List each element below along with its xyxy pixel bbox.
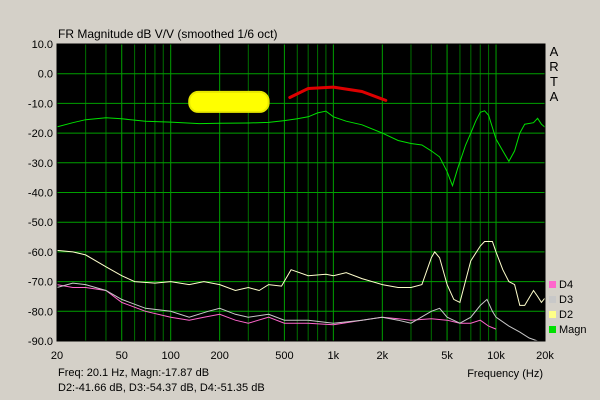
series-d2-line [56,241,546,306]
legend[interactable]: D4 D3 D2 Magn [549,279,587,336]
x-tick-label: 5k [441,350,453,362]
status-readout-freq: Freq: 20.1 Hz, Magn:-17.87 dB [58,367,210,379]
status-readout-distortion: D2:-41.66 dB, D3:-54.37 dB, D4:-51.35 dB [58,382,265,394]
legend-label[interactable]: D3 [559,294,573,306]
y-tick-label: -80.0 [28,306,53,318]
brand-letter: A [550,89,559,104]
series-magn-line [56,110,546,188]
x-tick-label: 500 [275,350,293,362]
y-tick-label: -20.0 [28,128,53,140]
brand-letter: R [549,59,558,74]
annotations [188,85,388,113]
y-tick-label: -30.0 [28,158,53,170]
x-tick-label: 100 [162,350,180,362]
y-tick-label: -70.0 [28,277,53,289]
y-tick-label: -90.0 [28,336,53,348]
legend-swatch [549,326,556,333]
plot-frame [56,43,546,342]
red-arc-mark [288,85,388,102]
x-axis-ticks: 20 50 100 200 500 1k 2k 5k 10k 20k [51,350,554,362]
legend-swatch [549,311,556,318]
x-tick-label: 1k [328,350,340,362]
legend-swatch [549,281,556,288]
x-axis-label: Frequency (Hz) [467,368,543,380]
legend-label[interactable]: D2 [559,309,573,321]
legend-swatch [549,296,556,303]
x-tick-label: 50 [116,350,128,362]
x-tick-label: 2k [377,350,389,362]
y-tick-label: -10.0 [28,98,53,110]
legend-label[interactable]: Magn [559,324,587,336]
brand-letter: T [550,74,558,89]
y-tick-label: -40.0 [28,188,53,200]
brand-letter: A [550,44,559,59]
x-tick-label: 200 [210,350,228,362]
legend-label[interactable]: D4 [559,279,573,291]
y-axis-ticks: 10.0 0.0 -10.0 -20.0 -30.0 -40.0 -50.0 -60.0 -70… [28,39,53,348]
x-tick-label: 20k [536,350,554,362]
y-tick-label: -60.0 [28,247,53,259]
series-d4-line [56,284,497,330]
y-tick-label: -50.0 [28,217,53,229]
x-tick-label: 20 [51,350,63,362]
chart-title: FR Magnitude dB V/V (smoothed 1/6 oct) [58,27,278,41]
y-tick-label: 0.0 [38,69,53,81]
yellow-highlight-mark [188,90,270,113]
series-group [56,110,546,342]
y-tick-label: 10.0 [32,39,53,51]
x-tick-label: 10k [487,350,505,362]
series-d3-line [56,282,545,342]
